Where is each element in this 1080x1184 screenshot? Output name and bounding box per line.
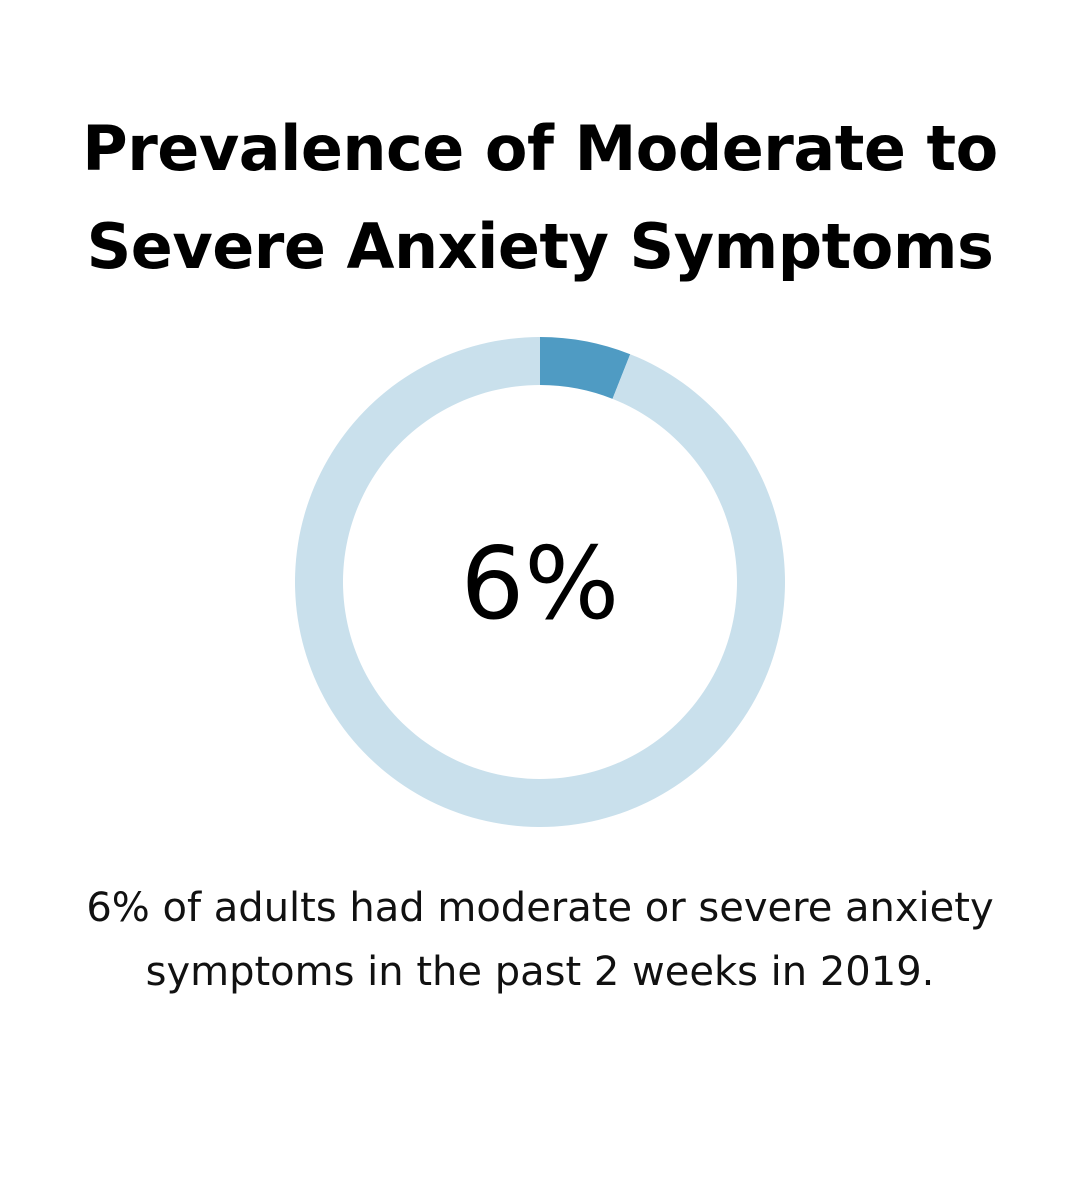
center-value-label: 6% <box>461 525 620 642</box>
donut-slice-0 <box>540 337 631 399</box>
chart-title: Prevalence of Moderate to Severe Anxiety… <box>82 112 998 283</box>
chart-caption: 6% of adults had moderate or severe anxi… <box>86 885 994 995</box>
donut-chart: 6% <box>290 332 790 832</box>
